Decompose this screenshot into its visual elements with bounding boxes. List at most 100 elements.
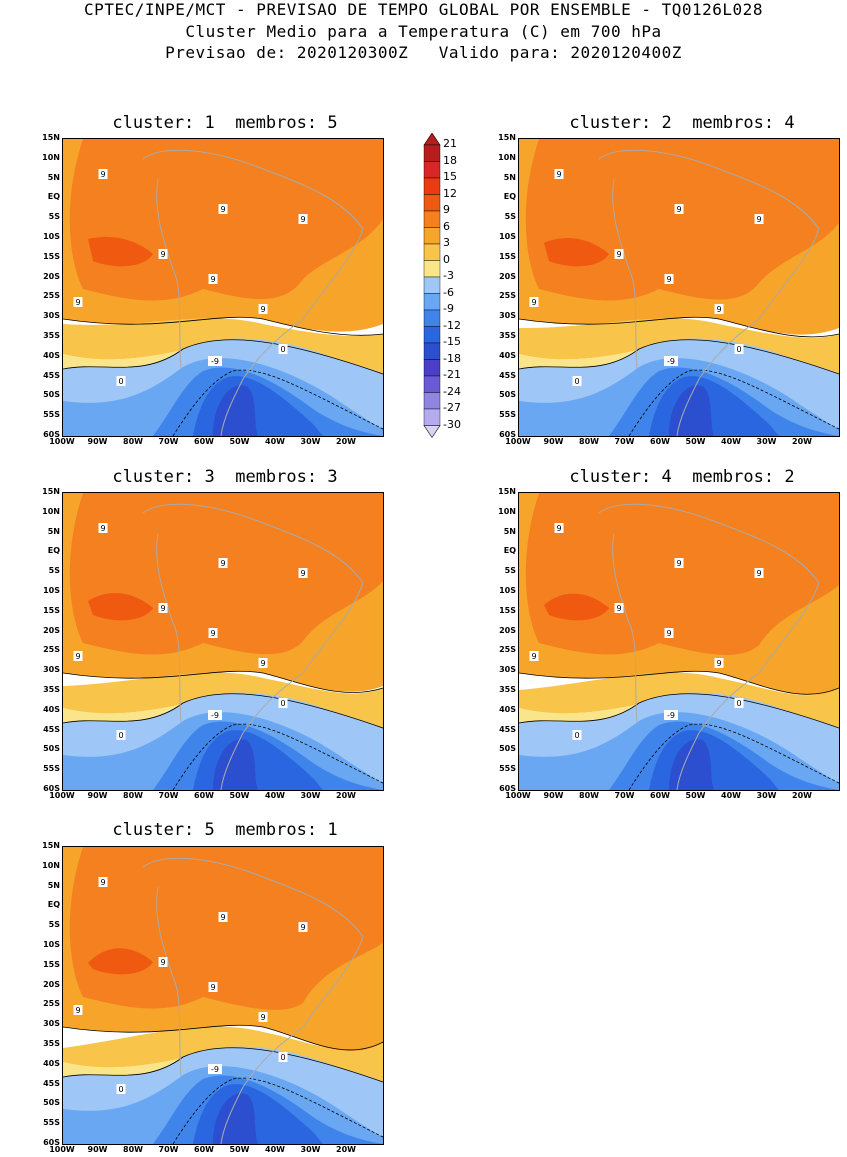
lat-label: 15S [43,251,60,261]
colorbar-label: -27 [443,401,461,414]
lon-label: 40W [721,791,741,800]
colorbar-label: 0 [443,252,450,266]
contour-label: 9 [100,878,105,887]
map-panel-3: 9 9 9 9 9 9 9 0 0 -9 [62,492,384,791]
lat-label: 5S [504,212,516,222]
contour-label: 0 [280,345,285,354]
map-panel-5: 9 9 9 9 9 9 9 0 0 -9 [62,846,384,1145]
colorbar-swatch [423,210,441,228]
contour-label: 9 [220,205,225,214]
lon-label: 100W [505,437,531,446]
lat-label: 60S [43,784,60,793]
contour-label: -9 [211,711,219,720]
contour-label: 0 [280,699,285,708]
map-panel-2: 9 9 9 9 9 9 9 0 0 -9 [518,138,840,437]
contour-label: 9 [260,305,265,314]
lat-label: 20S [499,625,516,635]
colorbar-label: 21 [443,137,457,150]
lat-label: 15N [42,487,60,496]
colorbar-label: -6 [443,285,454,299]
lat-label: 15N [498,133,516,142]
lon-label: 60W [194,1145,214,1154]
lat-label: 5S [48,212,60,222]
contour-label: 9 [756,569,761,578]
contour-label: 9 [666,275,671,284]
lon-label: 90W [543,791,564,800]
lat-label: 5N [47,880,60,890]
lon-label: 90W [87,791,108,800]
colorbar-swatch [423,408,441,426]
contour-label: 9 [210,629,215,638]
lat-label: 5N [47,172,60,182]
contour-label: 9 [210,275,215,284]
lat-label: 40S [499,350,516,360]
lat-label: 10N [498,152,516,162]
header-line-3: Previsao de: 2020120300Z Valido para: 20… [165,43,682,62]
lon-label: 100W [49,437,75,446]
contour-label: 9 [300,923,305,932]
lon-label: 60W [650,437,670,446]
lat-label: 55S [43,1118,60,1128]
contour-label: 9 [210,983,215,992]
contour-label: 9 [716,659,721,668]
lat-label: 5N [503,526,516,536]
contour-label: -9 [667,711,675,720]
lat-label: 20S [43,625,60,635]
lon-label: 40W [265,791,285,800]
lat-label: 60S [499,784,516,793]
contour-label: 0 [574,731,579,740]
header-line-2: Cluster Medio para a Temperatura (C) em … [185,22,662,41]
lat-label: EQ [503,192,516,202]
lon-label: 30W [756,791,777,800]
colorbar-label: 12 [443,186,457,200]
contour-label: 9 [75,298,80,307]
lon-label: 100W [49,1145,75,1154]
lat-label: 60S [43,430,60,439]
lat-label: 30S [43,665,60,675]
contour-label: 9 [676,205,681,214]
lat-label: 25S [43,645,60,655]
lat-label: 30S [499,665,516,675]
lat-label: 10S [43,232,60,241]
contour-label: -9 [211,1065,219,1074]
lon-label: 70W [158,1145,179,1154]
lat-label: 25S [43,999,60,1009]
lon-label: 100W [505,791,531,800]
lon-label: 80W [123,1145,143,1154]
colorbar-swatch [423,293,441,311]
lat-label: 45S [499,724,516,734]
lat-label: EQ [503,546,516,556]
colorbar-swatch [423,144,441,162]
colorbar-swatch [423,326,441,344]
lon-label: 80W [123,437,143,446]
contour-label: 0 [118,377,123,386]
lon-label: 100W [49,791,75,800]
lon-label: 60W [194,437,214,446]
lat-label: 15S [43,959,60,969]
lat-label: 50S [499,390,516,400]
lat-label: 55S [43,410,60,420]
lat-label: 10N [498,506,516,516]
lat-label: 35S [43,1039,60,1048]
lon-label: 80W [579,437,599,446]
contour-label: 9 [260,659,265,668]
contour-label: 9 [75,1006,80,1015]
colorbar-label: -3 [443,269,454,282]
lat-label: 50S [43,1098,60,1108]
lat-label: 40S [43,350,60,360]
lat-label: 10S [43,940,60,949]
lon-label: 90W [87,1145,108,1154]
contour-label: 0 [574,377,579,386]
lon-label: 20W [792,791,812,800]
lat-label: EQ [47,900,60,910]
contour-label: 9 [676,559,681,568]
lat-label: 45S [499,370,516,380]
lat-label: 10N [42,152,60,162]
colorbar-swatch [423,375,441,393]
contour-label: 9 [100,524,105,533]
lat-label: 10S [499,586,516,595]
colorbar-swatch [423,194,441,212]
panel-2-title: cluster: 2 membros: 4 [569,113,795,133]
contour-label: 9 [716,305,721,314]
lat-label: 30S [43,1019,60,1029]
